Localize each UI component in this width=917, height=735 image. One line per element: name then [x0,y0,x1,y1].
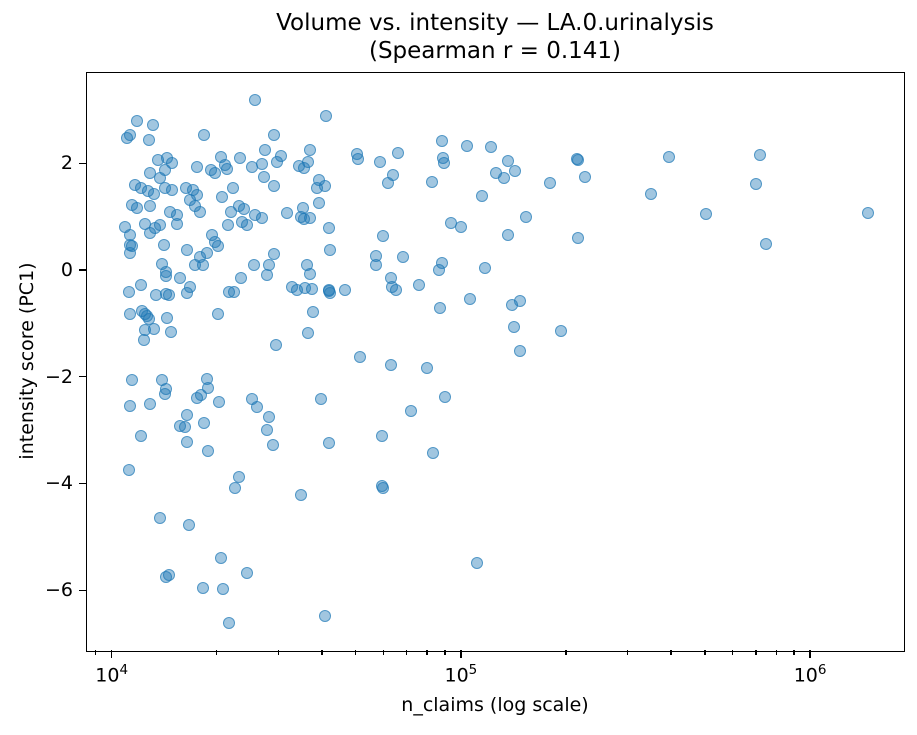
y-tick-label: −6 [44,579,73,602]
x-tick-label: 106 [793,662,827,687]
x-axis-label: n_claims (log scale) [401,694,589,716]
chart-title-line1: Volume vs. intensity — LA.0.urinalysis [276,10,714,36]
chart-title-line2: (Spearman r = 0.141) [368,38,622,64]
x-tick-label: 104 [95,662,129,687]
y-axis-label: intensity score (PC1) [16,262,38,460]
y-tick-label: 2 [60,152,73,175]
y-tick-label: −4 [44,472,73,495]
plot-area [85,71,905,652]
x-tick-label: 105 [444,662,478,687]
